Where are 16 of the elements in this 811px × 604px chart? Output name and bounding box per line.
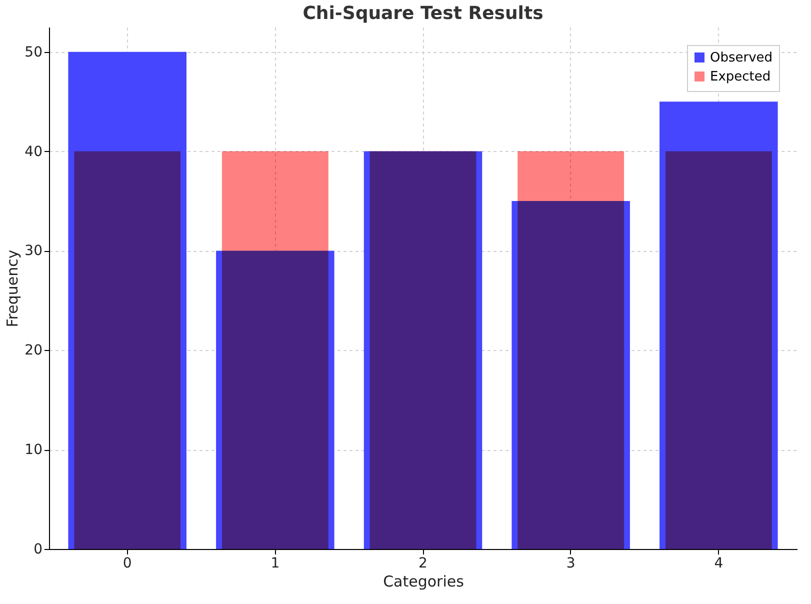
legend-label: Expected [710,70,771,84]
y-tick-label: 10 [24,442,42,458]
chart-title: Chi-Square Test Results [302,3,544,24]
y-tick-label: 20 [24,342,42,359]
y-tick-label: 30 [24,243,42,260]
y-tick-label: 40 [24,144,42,160]
x-tick-label: 3 [566,556,576,572]
x-tick-label: 0 [122,556,132,572]
legend-label: Observed [710,50,773,66]
y-tick-label: 0 [34,542,42,558]
x-tick-label: 2 [418,556,428,572]
x-axis-title: Categories [383,572,464,590]
y-tick-label: 50 [24,44,42,60]
x-tick-label: 1 [270,556,280,572]
y-axis-title: Frequency [4,250,22,328]
x-tick-label: 4 [714,556,724,572]
